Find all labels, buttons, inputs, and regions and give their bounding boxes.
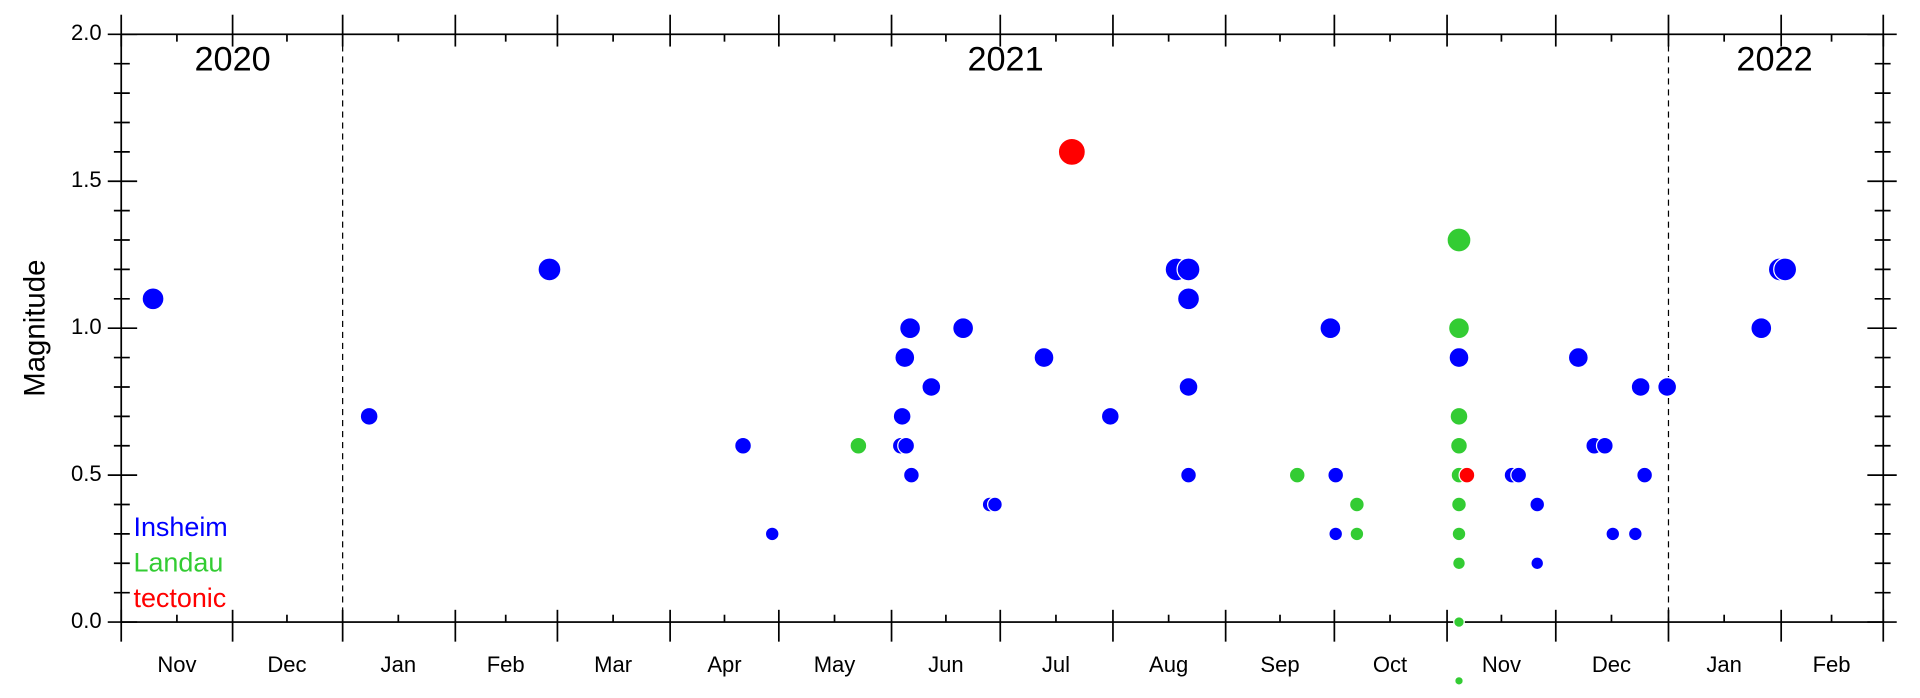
x-tick-label: May xyxy=(814,652,856,677)
event-point xyxy=(1349,526,1365,542)
event-point xyxy=(1447,317,1471,340)
event-point xyxy=(894,347,916,369)
event-point xyxy=(1319,317,1342,340)
year-label: 2020 xyxy=(194,40,270,78)
event-point xyxy=(1452,556,1466,571)
legend-entry: Insheim xyxy=(133,512,227,542)
event-point xyxy=(1529,496,1546,513)
event-point xyxy=(849,436,868,455)
y-axis-label: Magnitude xyxy=(19,260,52,397)
x-tick-label: Nov xyxy=(1482,652,1521,677)
event-point xyxy=(1454,675,1464,686)
event-point xyxy=(1451,496,1467,513)
event-point xyxy=(141,287,165,311)
year-label: 2021 xyxy=(967,40,1043,78)
event-point xyxy=(1288,466,1306,484)
event-point xyxy=(1033,347,1055,369)
event-point xyxy=(1630,376,1651,397)
event-point xyxy=(1446,227,1472,253)
event-point xyxy=(1327,466,1345,484)
y-tick-label: 0.0 xyxy=(71,608,102,633)
event-point xyxy=(952,317,975,340)
x-tick-label: Feb xyxy=(487,652,525,677)
event-point xyxy=(359,406,379,426)
event-point xyxy=(892,406,912,426)
x-tick-label: Aug xyxy=(1149,652,1188,677)
event-point xyxy=(1510,466,1528,484)
event-point xyxy=(1448,347,1470,369)
event-point xyxy=(1773,257,1798,282)
event-point xyxy=(899,317,922,340)
event-point xyxy=(902,466,920,484)
event-point xyxy=(1450,436,1468,455)
event-point xyxy=(1176,257,1201,282)
x-tick-label: Nov xyxy=(157,652,196,677)
event-point xyxy=(1657,376,1678,397)
x-tick-label: Jan xyxy=(381,652,417,677)
event-point xyxy=(1530,556,1545,571)
event-point xyxy=(1180,466,1197,484)
y-tick-label: 2.0 xyxy=(71,20,102,45)
event-point xyxy=(1453,616,1465,628)
event-point xyxy=(1636,466,1654,484)
event-point xyxy=(1627,526,1643,542)
x-tick-label: Dec xyxy=(1592,652,1631,677)
y-tick-label: 0.5 xyxy=(71,461,102,486)
event-point xyxy=(1176,287,1201,311)
event-point xyxy=(1458,466,1476,484)
x-tick-label: Jul xyxy=(1042,652,1070,677)
event-point xyxy=(1348,496,1365,513)
x-tick-label: Jun xyxy=(928,652,964,677)
legend-entry: tectonic xyxy=(133,583,226,613)
event-point xyxy=(1750,317,1773,340)
y-tick-label: 1.5 xyxy=(71,167,102,192)
x-tick-label: Feb xyxy=(1813,652,1851,677)
event-point xyxy=(1449,406,1469,426)
y-tick-label: 1.0 xyxy=(71,314,102,339)
event-point xyxy=(1595,436,1614,455)
event-point xyxy=(1178,376,1199,397)
event-point xyxy=(897,436,916,455)
event-point xyxy=(1328,526,1344,542)
event-point xyxy=(537,257,562,282)
x-tick-label: Oct xyxy=(1373,652,1407,677)
x-tick-label: Apr xyxy=(707,652,741,677)
event-point xyxy=(1057,137,1086,166)
event-point xyxy=(1605,526,1621,542)
event-point xyxy=(921,376,942,397)
event-point xyxy=(764,526,780,542)
x-tick-label: Sep xyxy=(1260,652,1299,677)
x-tick-label: Jan xyxy=(1706,652,1742,677)
event-point xyxy=(1451,526,1467,542)
x-tick-label: Dec xyxy=(267,652,306,677)
event-point xyxy=(987,496,1003,513)
x-tick-label: Mar xyxy=(594,652,632,677)
event-point xyxy=(734,436,753,455)
legend-entry: Landau xyxy=(133,548,223,578)
year-label: 2022 xyxy=(1736,40,1812,78)
event-point xyxy=(1567,347,1589,369)
event-point xyxy=(1100,406,1120,426)
